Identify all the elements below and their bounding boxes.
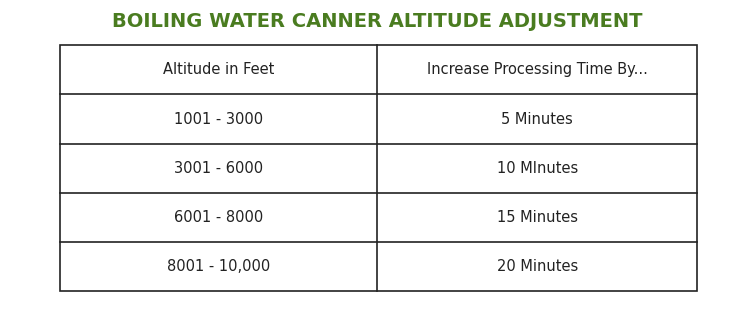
Text: 8001 - 10,000: 8001 - 10,000 (167, 259, 270, 274)
Text: 10 MInutes: 10 MInutes (497, 161, 578, 176)
Text: Increase Processing Time By...: Increase Processing Time By... (427, 62, 648, 77)
Bar (60, 45, 697, 291)
Text: 6001 - 8000: 6001 - 8000 (174, 210, 263, 225)
Text: 5 Minutes: 5 Minutes (501, 112, 573, 127)
Text: Altitude in Feet: Altitude in Feet (163, 62, 274, 77)
Text: 20 Minutes: 20 Minutes (497, 259, 578, 274)
Text: 15 Minutes: 15 Minutes (497, 210, 578, 225)
Text: 3001 - 6000: 3001 - 6000 (174, 161, 263, 176)
Text: BOILING WATER CANNER ALTITUDE ADJUSTMENT: BOILING WATER CANNER ALTITUDE ADJUSTMENT (112, 12, 642, 31)
Text: 1001 - 3000: 1001 - 3000 (174, 112, 263, 127)
